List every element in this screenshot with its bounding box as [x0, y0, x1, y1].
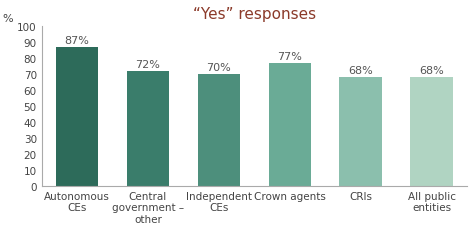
Bar: [269, 64, 311, 186]
Bar: [56, 48, 99, 186]
Text: 87%: 87%: [64, 36, 90, 46]
Bar: [198, 75, 240, 186]
Y-axis label: %: %: [2, 14, 13, 24]
Title: “Yes” responses: “Yes” responses: [193, 7, 316, 22]
Bar: [339, 78, 382, 186]
Text: 77%: 77%: [277, 52, 302, 62]
Bar: [410, 78, 453, 186]
Text: 68%: 68%: [348, 66, 373, 76]
Text: 70%: 70%: [207, 63, 231, 73]
Text: 72%: 72%: [136, 60, 160, 70]
Bar: [127, 72, 169, 186]
Text: 68%: 68%: [419, 66, 444, 76]
